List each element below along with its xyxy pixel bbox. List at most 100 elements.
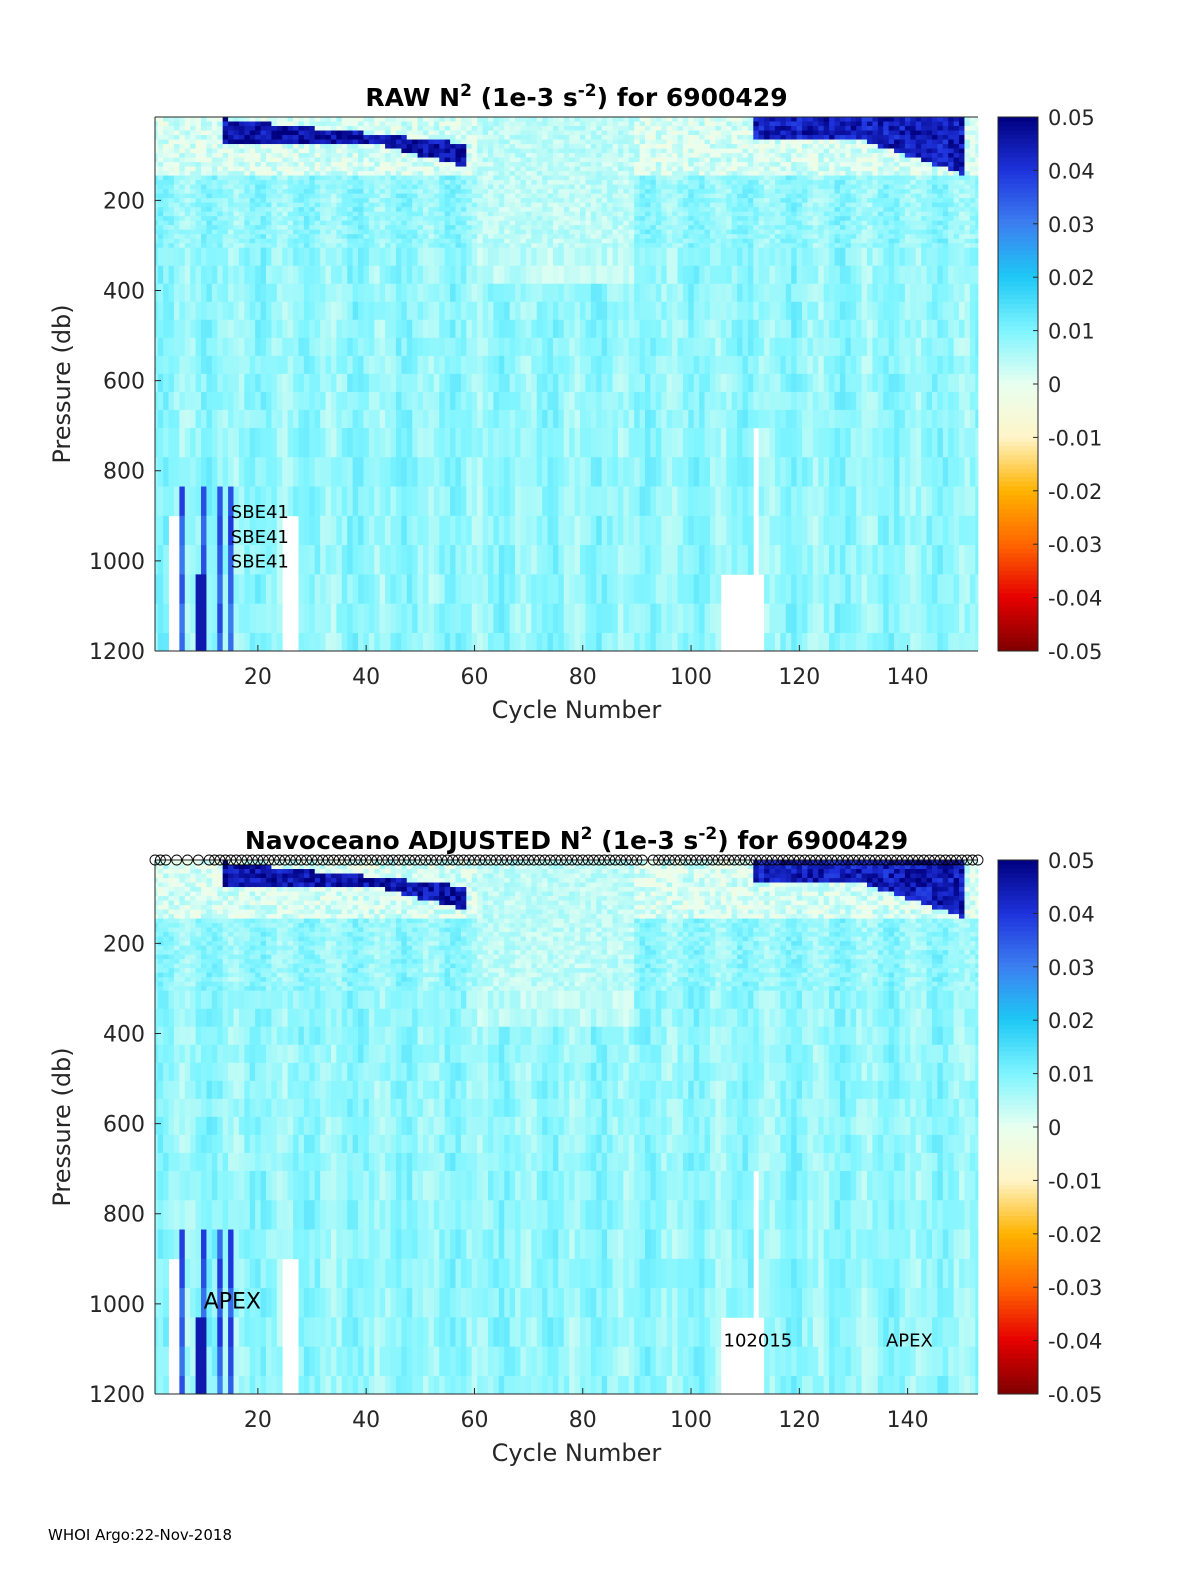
heatmap-cell [699,337,705,357]
heatmap-cell [715,545,722,575]
heatmap-cell [336,166,343,172]
heatmap-cell [293,144,299,149]
heatmap-cell [325,207,332,213]
heatmap-cell [352,220,359,226]
heatmap-cell [395,130,402,136]
heatmap-cell [287,126,294,131]
heatmap-cell [580,216,586,222]
heatmap-cell [190,126,196,131]
heatmap-cell [260,153,267,158]
heatmap-cell [260,216,267,222]
heatmap-cell [542,243,548,249]
heatmap-cell [347,175,354,181]
heatmap-cell [195,545,202,575]
heatmap-cell [650,265,657,285]
heatmap-cell [228,243,234,249]
heatmap-cell [233,207,240,213]
heatmap-cell [287,175,294,181]
heatmap-cell [282,265,289,285]
heatmap-cell [704,319,711,339]
heatmap-cell [688,130,695,136]
heatmap-cell [233,216,240,222]
heatmap-cell [163,175,169,181]
heatmap-cell [287,229,294,235]
heatmap-cell [428,220,435,226]
heatmap-cell [320,391,326,411]
heatmap-cell [293,130,299,136]
heatmap-cell [249,198,256,204]
heatmap-cell [688,243,695,249]
heatmap-cell [482,238,489,244]
heatmap-cell [406,574,413,605]
heatmap-cell [688,121,695,127]
heatmap-cell [726,234,733,240]
heatmap-cell [552,373,559,393]
heatmap-cell [190,319,196,339]
heatmap-cell [552,153,559,158]
heatmap-cell [336,148,343,154]
heatmap-cell [552,632,559,652]
heatmap-cell [699,166,705,172]
heatmap-cell [309,162,316,167]
heatmap-cell [634,391,640,411]
heatmap-cell [487,301,494,321]
heatmap-cell [244,603,251,634]
heatmap-cell [655,144,662,149]
heatmap-cell [558,135,565,140]
heatmap-cell [460,265,467,285]
heatmap-cell [493,319,500,339]
heatmap-cell [493,121,500,127]
heatmap-cell [688,265,695,285]
heatmap-cell [211,225,218,231]
heatmap-cell [542,175,548,181]
heatmap-cell [672,117,678,122]
heatmap-cell [374,148,381,154]
heatmap-cell [542,603,548,634]
heatmap-cell [179,166,186,172]
heatmap-cell [298,117,305,122]
heatmap-cell [650,247,657,267]
heatmap-cell [525,355,532,375]
heatmap-cell [358,220,364,226]
heatmap-cell [563,207,570,213]
heatmap-cell [309,373,316,393]
heatmap-cell [482,301,489,321]
heatmap-cell [341,157,348,163]
heatmap-cell [693,184,700,190]
heatmap-cell [190,234,196,240]
heatmap-cell [460,180,467,185]
heatmap-cell [314,229,321,235]
heatmap-cell [525,198,532,204]
heatmap-cell [401,216,408,222]
heatmap-cell [363,515,370,546]
heatmap-cell [244,337,251,357]
heatmap-cell [222,117,229,122]
heatmap-cell [650,234,657,240]
heatmap-cell [585,148,592,154]
heatmap-cell [482,153,489,158]
heatmap-cell [428,301,435,321]
heatmap-cell [477,337,483,357]
heatmap-cell [325,162,332,167]
heatmap-cell [347,243,354,249]
heatmap-cell [433,457,440,487]
heatmap-cell [482,457,489,487]
heatmap-cell [509,180,516,185]
heatmap-cell [406,144,413,149]
heatmap-cell [314,184,321,190]
heatmap-cell [244,373,251,393]
heatmap-cell [525,157,532,163]
heatmap-cell [433,193,440,199]
heatmap-cell [666,153,673,158]
heatmap-cell [450,193,456,199]
heatmap-cell [504,220,511,226]
heatmap-cell [585,126,592,131]
heatmap-cell [487,632,494,652]
heatmap-cell [466,157,473,163]
heatmap-cell [677,247,684,267]
heatmap-cell [623,355,630,375]
heatmap-cell [266,171,272,176]
heatmap-cell [412,180,418,185]
heatmap-cell [417,373,424,393]
heatmap-cell [672,427,678,458]
